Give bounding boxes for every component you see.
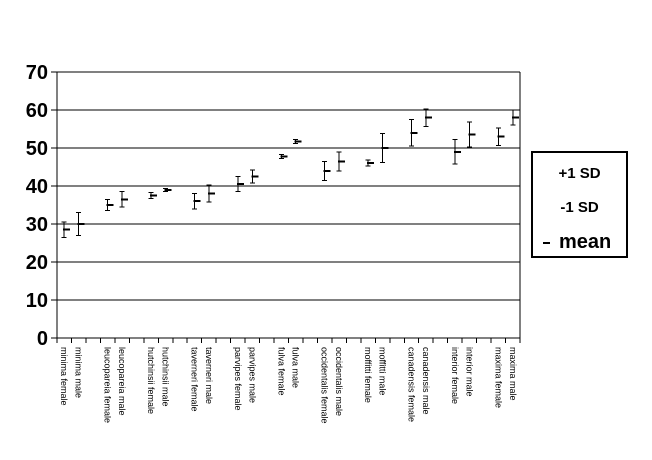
svg-text:leucopareia male: leucopareia male bbox=[117, 347, 127, 416]
svg-text:moffitti male: moffitti male bbox=[378, 347, 388, 395]
svg-text:parvipes male: parvipes male bbox=[247, 347, 257, 403]
mean-dash-icon bbox=[543, 241, 550, 244]
legend-mean-label: mean bbox=[559, 231, 612, 253]
data-points bbox=[61, 108, 519, 238]
svg-text:hutchinsii female: hutchinsii female bbox=[146, 347, 156, 414]
svg-text:minima male: minima male bbox=[74, 347, 84, 398]
svg-text:parvipes female: parvipes female bbox=[233, 347, 243, 411]
svg-text:40: 40 bbox=[26, 176, 48, 198]
svg-text:canadensis male: canadensis male bbox=[421, 347, 431, 415]
svg-text:taverneri male: taverneri male bbox=[204, 347, 214, 404]
legend-entry-mean: mean bbox=[533, 231, 626, 254]
svg-text:0: 0 bbox=[37, 328, 48, 350]
legend-minus-sd-label: -1 SD bbox=[560, 199, 599, 216]
svg-text:50: 50 bbox=[26, 138, 48, 160]
svg-text:fulva male: fulva male bbox=[291, 347, 301, 388]
gridlines-and-axes bbox=[51, 71, 521, 343]
svg-text:occidentalis female: occidentalis female bbox=[320, 347, 330, 424]
y-axis-labels: 0 10 20 30 40 50 60 70 bbox=[26, 62, 48, 350]
svg-text:canadensis female: canadensis female bbox=[406, 347, 416, 422]
svg-text:maxima female: maxima female bbox=[493, 347, 503, 408]
svg-text:20: 20 bbox=[26, 252, 48, 274]
svg-text:60: 60 bbox=[26, 100, 48, 122]
x-axis-labels: minima female minima male leucopareia fema… bbox=[59, 347, 518, 424]
svg-text:occidentalis male: occidentalis male bbox=[334, 347, 344, 416]
legend-entry-minus-sd: -1 SD bbox=[533, 199, 626, 216]
legend-entry-plus-sd: +1 SD bbox=[533, 165, 626, 182]
svg-text:maxima male: maxima male bbox=[508, 347, 518, 401]
svg-text:minima female: minima female bbox=[59, 347, 69, 406]
svg-text:hutchinsii male: hutchinsii male bbox=[161, 347, 171, 407]
svg-text:70: 70 bbox=[26, 62, 48, 84]
svg-text:10: 10 bbox=[26, 290, 48, 312]
legend: +1 SD -1 SD mean bbox=[531, 151, 628, 258]
svg-text:fulva female: fulva female bbox=[276, 347, 286, 396]
svg-text:taverneri female: taverneri female bbox=[189, 347, 199, 412]
svg-text:interior female: interior female bbox=[450, 347, 460, 404]
svg-text:leucopareia female: leucopareia female bbox=[103, 347, 113, 423]
svg-text:30: 30 bbox=[26, 214, 48, 236]
legend-plus-sd-label: +1 SD bbox=[558, 165, 601, 182]
svg-text:moffitti female: moffitti female bbox=[363, 347, 373, 403]
svg-text:interior male: interior male bbox=[464, 347, 474, 397]
